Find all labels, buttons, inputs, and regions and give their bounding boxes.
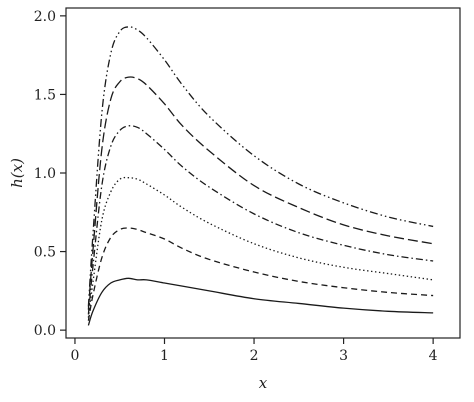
series-line-5-longdash [87, 76, 434, 310]
y-tick-label: 0.0 [34, 323, 56, 339]
series-group [87, 26, 434, 326]
x-axis: 0 1 2 3 4 [70, 338, 438, 364]
x-tick-label: 1 [160, 348, 169, 364]
x-tick-label: 3 [339, 348, 348, 364]
y-axis-label: h(x) [8, 158, 26, 188]
y-tick-label: 1.0 [34, 166, 56, 182]
series-line-1-solid [87, 277, 434, 326]
series-line-2-dashed [87, 227, 434, 321]
series-line-6-dashdotdot [87, 26, 434, 307]
y-tick-label: 2.0 [34, 9, 56, 25]
x-tick-label: 0 [70, 348, 79, 364]
series-line-3-dotted [87, 176, 434, 318]
y-tick-label: 0.5 [34, 245, 56, 261]
plot-frame [65, 7, 461, 339]
y-tick-label: 1.5 [34, 87, 56, 103]
series-line-4-dashdot [87, 125, 434, 315]
x-tick-label: 2 [250, 348, 259, 364]
x-tick-label: 4 [429, 348, 438, 364]
x-axis-label: x [259, 374, 268, 392]
y-axis: 0.0 0.5 1.0 1.5 2.0 [34, 9, 66, 339]
